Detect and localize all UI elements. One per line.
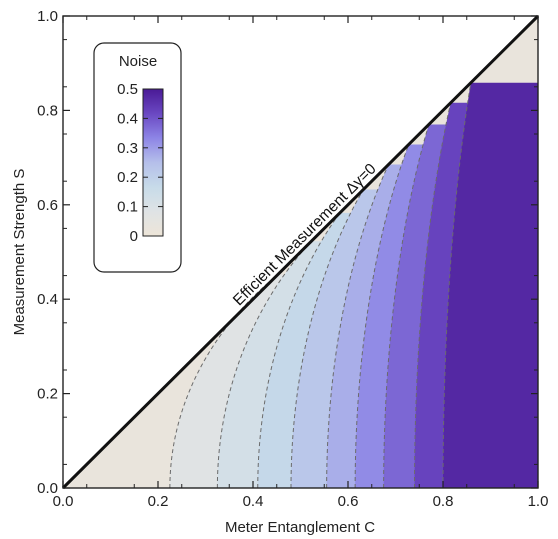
efficient-measurement-line (61, 14, 540, 490)
noise-field (63, 16, 538, 488)
y-tick-label: 0.2 (37, 386, 58, 403)
contour-line (354, 144, 410, 488)
colorbar-tick-label: 0.2 (117, 169, 138, 186)
colorbar-tick-label: 0.5 (117, 81, 138, 98)
y-axis-ticks: 0.0 0.2 0.4 0.6 0.8 1.0 (37, 8, 538, 497)
contour-line (442, 82, 472, 488)
colorbar-tick-label: 0.1 (117, 199, 138, 216)
colorbar-legend: Noise 0 0.1 0.2 0.3 0.4 0.5 (93, 42, 182, 273)
contour-line (257, 212, 341, 488)
contour-line (383, 124, 430, 488)
colorbar-tick-label: 0.3 (117, 140, 138, 157)
contour-line (290, 189, 364, 488)
x-tick-label: 0.0 (53, 493, 74, 510)
y-axis-label: Measurement Strength S (11, 169, 28, 336)
plot-frame (62, 15, 539, 489)
x-tick-label: 0.8 (433, 493, 454, 510)
x-tick-label: 1.0 (528, 493, 549, 510)
y-tick-label: 0.4 (37, 291, 58, 308)
colorbar-tick-label: 0.4 (117, 110, 138, 127)
y-tick-label: 1.0 (37, 8, 58, 25)
colorbar-gradient (142, 88, 164, 237)
contour-line (326, 164, 389, 488)
x-tick-label: 0.6 (338, 493, 359, 510)
x-tick-label: 0.2 (148, 493, 169, 510)
noise-band (443, 82, 538, 488)
y-tick-label: 0.0 (37, 480, 58, 497)
x-axis-ticks: 0.0 0.2 0.4 0.6 0.8 1.0 (53, 16, 549, 510)
x-tick-label: 0.4 (243, 493, 264, 510)
colorbar-tick-label: 0 (130, 228, 138, 245)
legend-title: Noise (119, 53, 157, 70)
x-axis-label: Meter Entanglement C (225, 519, 375, 536)
y-tick-label: 0.8 (37, 102, 58, 119)
colorbar-ticks: 0 0.1 0.2 0.3 0.4 0.5 (117, 81, 163, 245)
contour-line (216, 240, 312, 488)
contour-line (414, 102, 452, 488)
y-tick-label: 0.6 (37, 197, 58, 214)
